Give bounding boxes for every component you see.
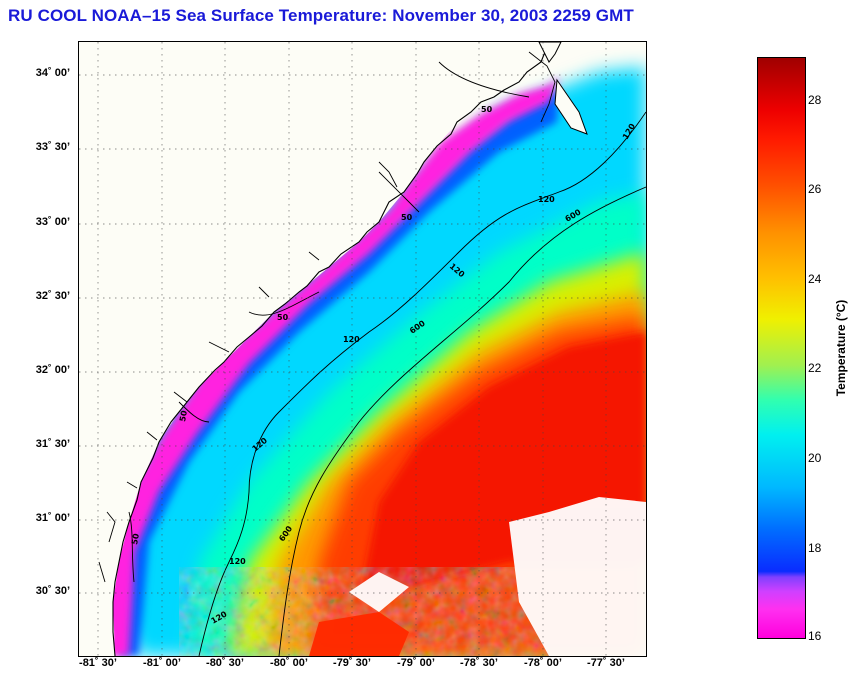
temperature-colorbar <box>757 57 806 639</box>
lat-label: 32˚ 00’ <box>35 364 70 376</box>
isobath-label: 50 <box>481 105 493 114</box>
isobath-label: 50 <box>130 532 141 545</box>
lat-lon-grid <box>79 42 646 656</box>
map-title: RU COOL NOAA–15 Sea Surface Temperature:… <box>8 6 634 25</box>
colorbar-tick: 16 <box>808 629 822 643</box>
colorbar-tick: 28 <box>808 93 822 107</box>
colorbar-tick: 20 <box>808 451 822 465</box>
colorbar-tick: 26 <box>808 182 822 196</box>
colorbar-tick: 24 <box>808 272 822 286</box>
coastline <box>112 42 550 656</box>
isobath-label: 120 <box>343 335 360 344</box>
lon-label: -80˚ 00’ <box>270 657 308 669</box>
isobaths <box>128 61 646 656</box>
land-area <box>79 42 549 656</box>
lat-label: 34˚ 00’ <box>35 67 70 79</box>
isobath-label: 120 <box>538 195 555 204</box>
lat-label: 31˚ 00’ <box>35 512 70 524</box>
lon-label: -78˚ 00’ <box>524 657 562 669</box>
isobath-label: 120 <box>229 557 246 566</box>
isobath-label: 50 <box>401 213 413 222</box>
lat-label: 33˚ 00’ <box>35 216 70 228</box>
lat-label: 32˚ 30’ <box>35 290 70 302</box>
isobath-label: 50 <box>277 313 289 322</box>
lat-label: 31˚ 30’ <box>35 438 70 450</box>
colorbar-label: Temperature (°C) <box>834 299 848 397</box>
isobath-label: 50 <box>178 409 189 422</box>
lat-label: 33˚ 30’ <box>35 141 70 153</box>
colorbar-tick: 18 <box>808 541 822 555</box>
lon-label: -80˚ 30’ <box>206 657 244 669</box>
colorbar-tick: 22 <box>808 361 822 375</box>
lon-label: -81˚ 00’ <box>143 657 181 669</box>
isobath-50 <box>128 61 530 583</box>
lon-label: -79˚ 00’ <box>397 657 435 669</box>
lat-label: 30˚ 30’ <box>35 585 70 597</box>
lon-label: -81˚ 30’ <box>79 657 117 669</box>
isobath-120 <box>198 111 646 656</box>
sst-map: 50 50 50 50 50 120 120 120 120 120 120 1… <box>78 41 647 657</box>
sst-map-canvas: 50 50 50 50 50 120 120 120 120 120 120 1… <box>79 42 646 656</box>
isobath-600 <box>278 186 646 656</box>
lon-label: -78˚ 30’ <box>460 657 498 669</box>
lon-label: -77˚ 30’ <box>587 657 625 669</box>
lon-label: -79˚ 30’ <box>333 657 371 669</box>
sst-field <box>101 67 646 656</box>
